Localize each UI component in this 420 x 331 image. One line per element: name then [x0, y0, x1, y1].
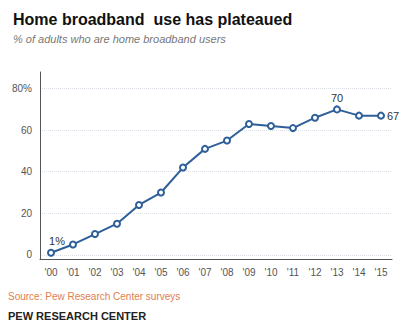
svg-text:'01: '01	[66, 267, 79, 278]
svg-text:67: 67	[387, 110, 399, 122]
svg-text:'13: '13	[330, 267, 343, 278]
svg-text:'14: '14	[352, 267, 365, 278]
svg-text:20: 20	[21, 208, 33, 219]
svg-text:% of adults who are home broad: % of adults who are home broadband users	[13, 33, 226, 45]
svg-text:PEW RESEARCH CENTER: PEW RESEARCH CENTER	[8, 310, 146, 322]
svg-text:'07: '07	[198, 267, 211, 278]
svg-text:'00: '00	[44, 267, 57, 278]
svg-text:Source: Pew Research Center su: Source: Pew Research Center surveys	[8, 291, 180, 302]
svg-text:'04: '04	[132, 267, 145, 278]
svg-text:'05: '05	[154, 267, 167, 278]
svg-text:'12: '12	[308, 267, 321, 278]
svg-text:70: 70	[331, 92, 343, 104]
svg-text:0: 0	[26, 249, 32, 260]
svg-text:'08: '08	[220, 267, 233, 278]
svg-text:'06: '06	[176, 267, 189, 278]
svg-text:'03: '03	[110, 267, 123, 278]
svg-text:60: 60	[21, 125, 33, 136]
svg-text:1%: 1%	[49, 235, 65, 247]
svg-text:80%: 80%	[12, 83, 32, 94]
svg-text:'11: '11	[287, 267, 300, 278]
svg-text:40: 40	[21, 166, 33, 177]
svg-text:'15: '15	[374, 267, 387, 278]
svg-text:Home broadband use has platea: Home broadband use has plateaued	[13, 11, 292, 28]
svg-text:'10: '10	[264, 267, 277, 278]
svg-text:'09: '09	[242, 267, 255, 278]
svg-text:'02: '02	[88, 267, 101, 278]
